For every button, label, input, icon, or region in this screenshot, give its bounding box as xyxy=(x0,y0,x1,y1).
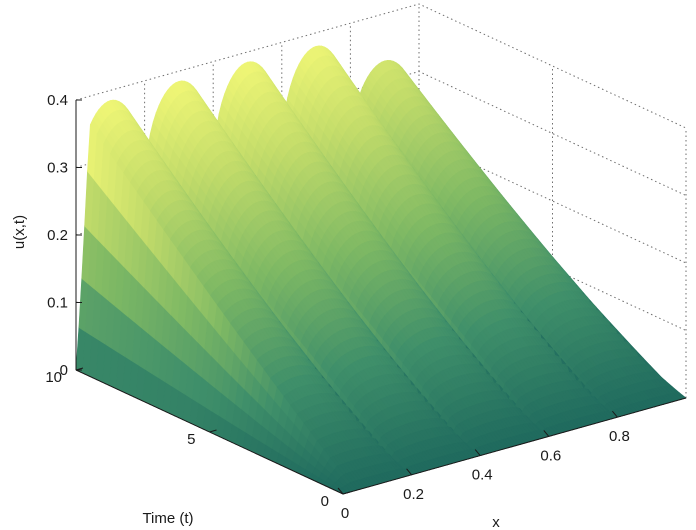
z-tick-label: 0.1 xyxy=(47,295,68,312)
x-tick-label: 0 xyxy=(341,505,349,522)
surface xyxy=(75,45,687,495)
x-tick-label: 0.6 xyxy=(540,447,561,464)
z-tick-label: 0.3 xyxy=(47,160,68,177)
t-tick-label: 5 xyxy=(187,431,195,448)
x-axis-label: x xyxy=(492,514,500,530)
x-tick-label: 0.8 xyxy=(609,428,630,445)
t-tick-label: 10 xyxy=(45,369,62,386)
y-axis-label: Time (t) xyxy=(142,510,193,527)
t-tick-label: 0 xyxy=(321,493,329,510)
x-tick-label: 0.2 xyxy=(403,486,424,503)
z-gridline xyxy=(75,3,687,129)
x-tick-label: 0.4 xyxy=(472,467,493,484)
z-tick-label: 0.2 xyxy=(47,227,68,244)
z-tick-label: 0.4 xyxy=(47,92,68,109)
z-axis-label: u(x,t) xyxy=(11,215,28,249)
